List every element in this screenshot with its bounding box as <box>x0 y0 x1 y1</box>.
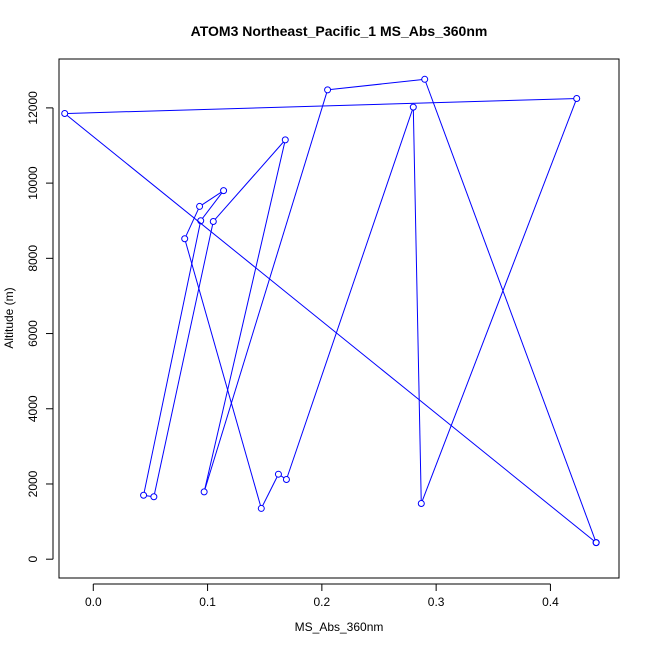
y-tick-label: 10000 <box>26 166 40 200</box>
series-line-segment <box>330 79 422 91</box>
data-point <box>209 217 217 225</box>
data-point <box>181 235 189 243</box>
x-tick-label: 0.0 <box>85 595 102 609</box>
data-point <box>220 187 228 195</box>
series-line-segment <box>201 191 222 206</box>
series-line-segment <box>204 142 286 490</box>
data-point <box>421 75 429 83</box>
data-point <box>409 103 417 111</box>
y-axis: 0 2000 4000 6000 8000 10000 12000 <box>26 91 54 563</box>
data-point <box>573 94 581 102</box>
y-tick-label: 8000 <box>26 245 40 272</box>
x-tick-label: 0.2 <box>314 595 331 609</box>
series-line-segment <box>214 141 284 220</box>
data-point <box>592 539 600 547</box>
x-axis-label: MS_Abs_360nm <box>295 620 384 634</box>
series-layer <box>61 75 600 547</box>
series-line-segment <box>412 110 422 501</box>
series-line-segment <box>154 224 214 494</box>
data-point <box>196 202 204 210</box>
data-point <box>200 488 208 496</box>
data-point <box>197 217 205 225</box>
y-tick-label: 0 <box>26 556 40 563</box>
y-tick-label: 6000 <box>26 320 40 347</box>
data-point <box>140 491 148 499</box>
series-line-segment <box>421 101 577 501</box>
y-tick-label: 4000 <box>26 395 40 422</box>
data-point <box>257 504 265 512</box>
chart-title: ATOM3 Northeast_Pacific_1 MS_Abs_360nm <box>191 23 488 39</box>
data-point <box>324 86 332 94</box>
data-point <box>281 136 289 144</box>
series-line-segment <box>66 115 595 542</box>
series-line-segment <box>202 192 223 219</box>
x-tick-label: 0.4 <box>542 595 559 609</box>
series-line-segment <box>143 223 201 493</box>
data-point <box>417 500 425 508</box>
data-point <box>274 470 282 478</box>
x-axis: 0.0 0.1 0.2 0.3 0.4 <box>85 583 559 609</box>
series-line-segment <box>204 92 328 490</box>
series-line-segment <box>67 98 574 114</box>
x-tick-label: 0.1 <box>199 595 216 609</box>
series-line-segment <box>185 241 261 506</box>
series-line-segment <box>262 476 278 506</box>
data-point <box>61 110 69 118</box>
series-line-segment <box>146 495 151 497</box>
series-line-segment <box>286 109 413 477</box>
series-line-segment <box>425 81 596 541</box>
data-point <box>282 475 290 483</box>
series-line-segment <box>280 475 285 479</box>
y-tick-label: 2000 <box>26 470 40 497</box>
plot-frame <box>58 58 620 579</box>
y-axis-label: Altitude (m) <box>2 287 16 348</box>
x-tick-label: 0.3 <box>428 595 445 609</box>
series-line-segment <box>185 208 199 237</box>
data-point <box>150 493 158 501</box>
y-tick-label: 12000 <box>26 91 40 125</box>
